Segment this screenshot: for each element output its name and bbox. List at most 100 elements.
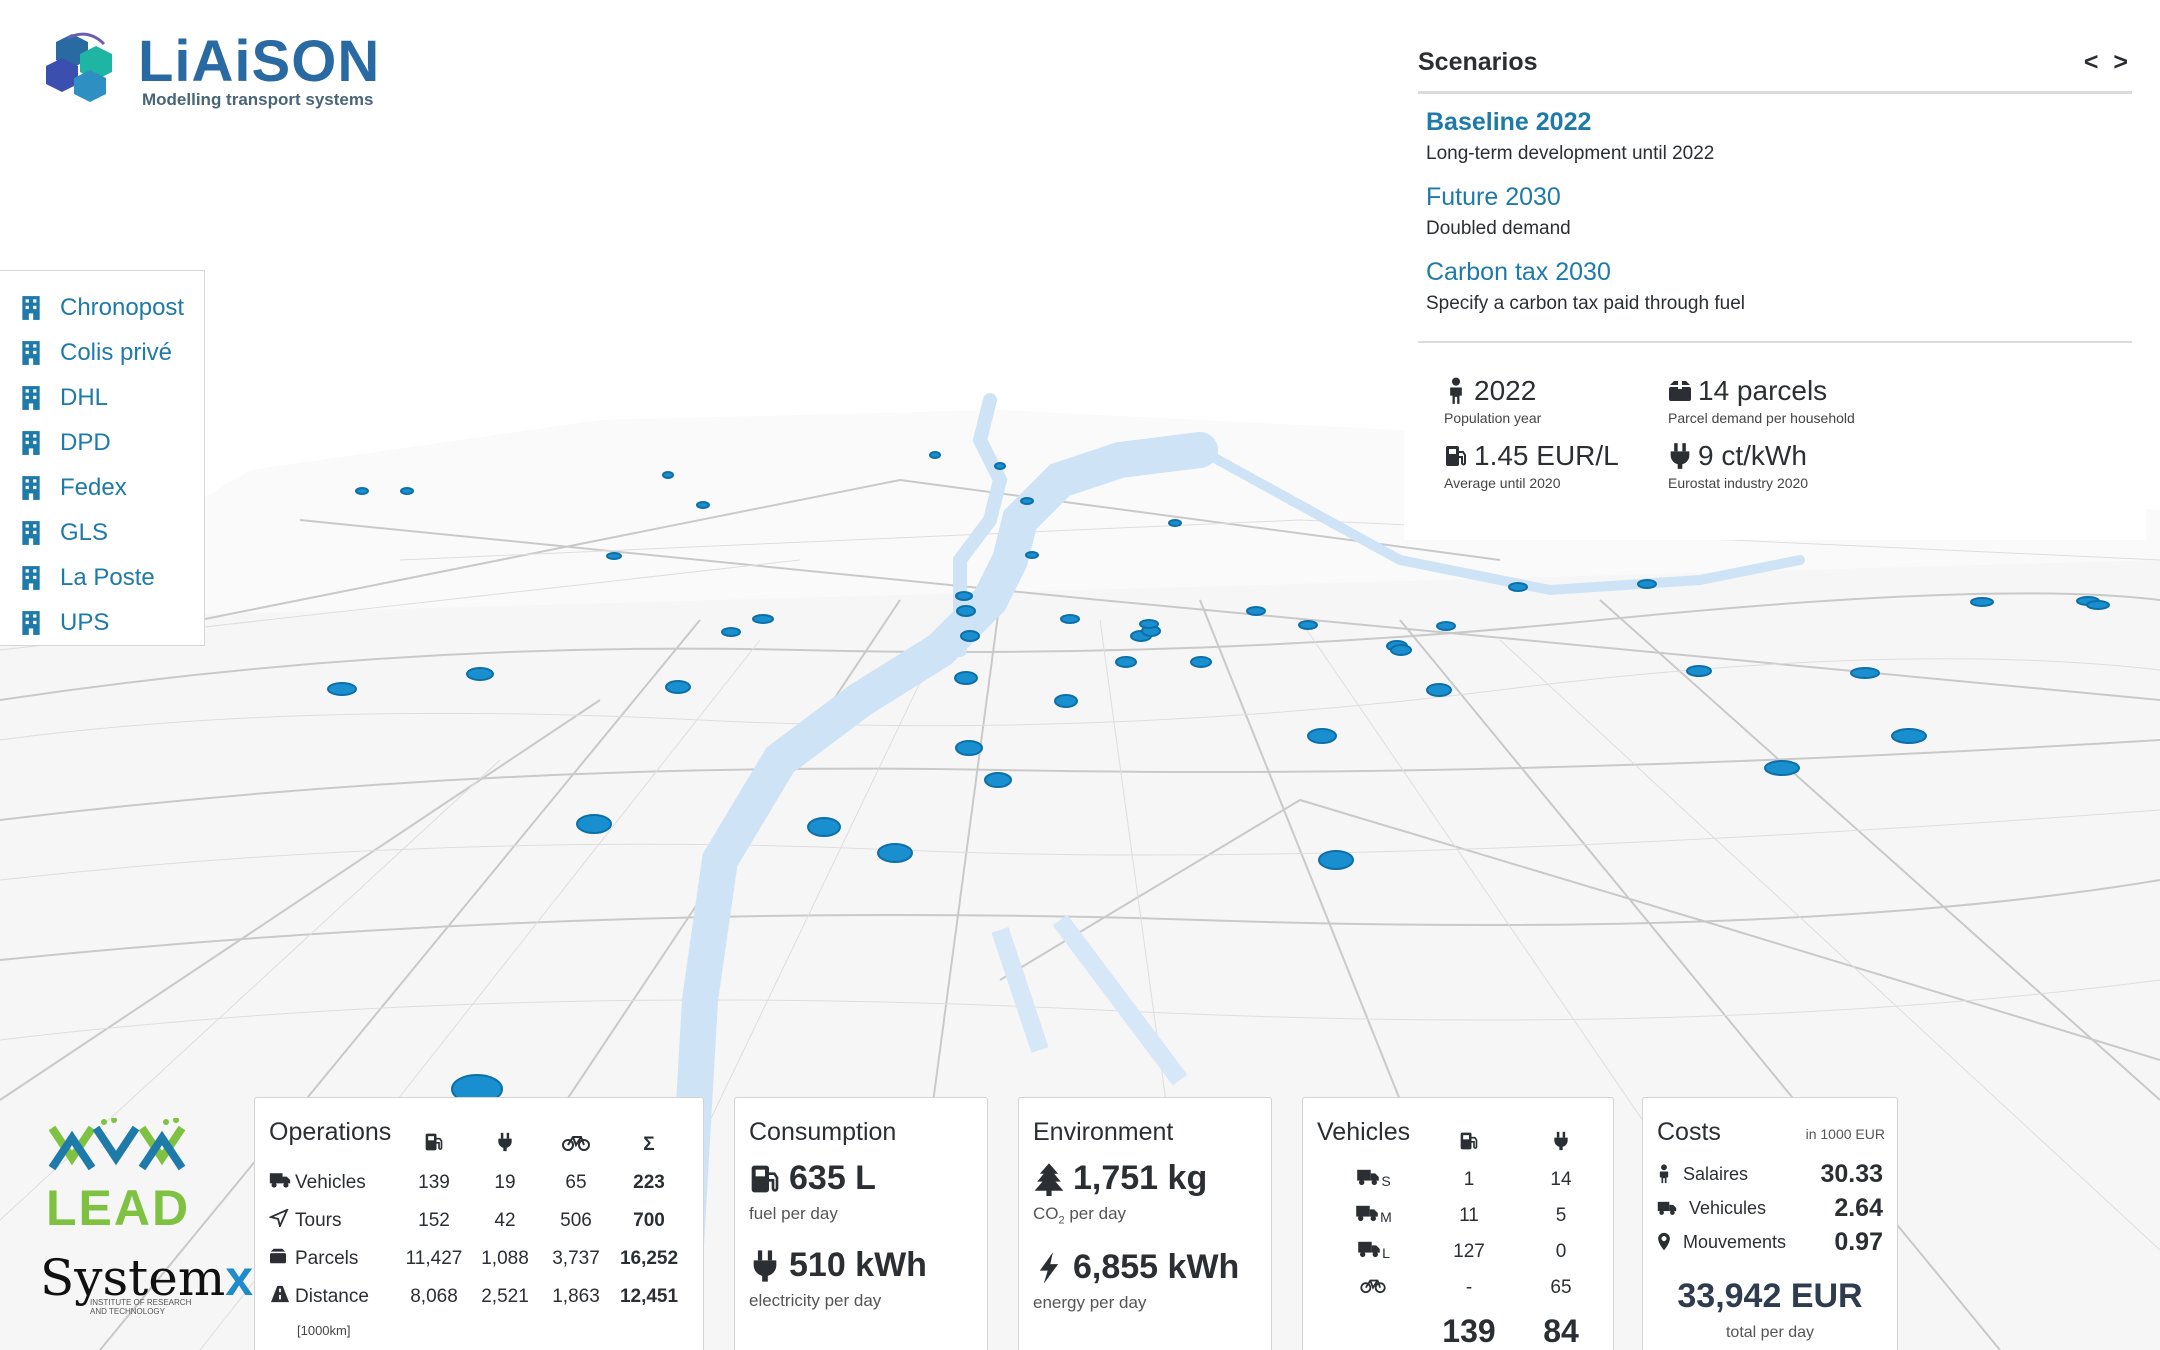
building-icon bbox=[22, 385, 40, 410]
road-icon bbox=[271, 1285, 289, 1303]
size-label: S bbox=[1381, 1173, 1391, 1189]
carrier-item-colis-prive[interactable]: Colis privé bbox=[0, 330, 204, 375]
carrier-item-fedex[interactable]: Fedex bbox=[0, 465, 204, 510]
lightning-icon bbox=[1039, 1252, 1059, 1284]
electricity-consumption-label: electricity per day bbox=[749, 1291, 882, 1310]
cost-total: 33,942 EUR bbox=[1677, 1277, 1863, 1315]
carrier-list: Chronopost Colis privé DHL DPD Fedex GLS… bbox=[0, 270, 205, 646]
param-population-value: 2022 bbox=[1474, 375, 1537, 406]
table-row: L 127 0 bbox=[1323, 1234, 1607, 1270]
systemx-text: System bbox=[40, 1249, 226, 1307]
param-fuel-value: 1.45 EUR/L bbox=[1474, 440, 1619, 471]
scenario-item-future-2030[interactable]: Future 2030 Doubled demand bbox=[1426, 183, 2132, 240]
scenario-name: Carbon tax 2030 bbox=[1426, 258, 1611, 286]
person-icon bbox=[1450, 377, 1462, 404]
building-icon bbox=[22, 520, 40, 545]
scenario-description: Doubled demand bbox=[1426, 218, 1571, 239]
systemx-subtitle: INSTITUTE OF RESEARCH AND TECHNOLOGY bbox=[90, 1298, 192, 1316]
scenario-description: Long-term development until 2022 bbox=[1426, 143, 1715, 164]
vehicles-table: S 1 14 M 11 5 L 127 0 - 65 139 84 bbox=[1323, 1126, 1607, 1350]
tree-icon bbox=[1034, 1162, 1064, 1196]
pin-icon bbox=[1658, 1232, 1670, 1251]
table-row: S 1 14 bbox=[1323, 1162, 1607, 1198]
building-icon bbox=[22, 565, 40, 590]
energy-label: energy per day bbox=[1033, 1293, 1147, 1313]
operations-table: Σ Vehicles 139 19 65 223 Tours 152 42 50… bbox=[268, 1126, 687, 1316]
fuel-consumption-value: 635 L bbox=[789, 1159, 876, 1197]
row-label: Vehicles bbox=[295, 1172, 366, 1194]
energy-value: 6,855 kWh bbox=[1073, 1248, 1240, 1287]
param-fuel-label: Average until 2020 bbox=[1444, 475, 1561, 491]
bicycle-icon bbox=[562, 1136, 590, 1151]
plug-icon bbox=[1554, 1131, 1568, 1151]
cell-electric: 14 bbox=[1550, 1169, 1572, 1190]
param-parcels-label: Parcel demand per household bbox=[1668, 410, 1855, 426]
lead-text: LEAD bbox=[46, 1180, 191, 1236]
param-electricity-value: 9 ct/kWh bbox=[1698, 440, 1807, 471]
carrier-item-la-poste[interactable]: La Poste bbox=[0, 555, 204, 600]
truck-small-icon bbox=[1357, 1169, 1380, 1186]
carrier-item-dpd[interactable]: DPD bbox=[0, 420, 204, 465]
table-row: Tours 152 42 506 700 bbox=[268, 1202, 687, 1240]
cost-label: Vehicules bbox=[1689, 1197, 1767, 1218]
table-row: Parcels 11,427 1,088 3,737 16,252 bbox=[269, 1240, 687, 1278]
cell-fuel: 8,068 bbox=[410, 1286, 458, 1307]
scenario-description: Specify a carbon tax paid through fuel bbox=[1426, 293, 1745, 314]
cost-label: Mouvements bbox=[1683, 1231, 1787, 1252]
operations-card: Operations Σ Vehicles 139 19 65 223 Tour… bbox=[254, 1097, 704, 1350]
cost-row-mouvements: Mouvements 0.97 bbox=[1657, 1225, 1883, 1259]
row-label: Parcels bbox=[295, 1248, 359, 1269]
scenario-nav-arrows[interactable]: < > bbox=[2083, 48, 2132, 76]
table-row: - 65 bbox=[1323, 1270, 1607, 1306]
cell-fuel: 11 bbox=[1459, 1205, 1479, 1226]
truck-icon bbox=[1657, 1201, 1677, 1215]
cell-fuel: 139 bbox=[418, 1172, 450, 1193]
box-icon bbox=[1669, 381, 1691, 401]
cost-value: 30.33 bbox=[1820, 1159, 1883, 1188]
cost-row-vehicules: Vehicules 2.64 bbox=[1657, 1191, 1883, 1225]
row-label: Tours bbox=[295, 1210, 342, 1232]
size-label: L bbox=[1382, 1245, 1390, 1261]
cell-electric: 19 bbox=[494, 1172, 516, 1193]
param-parcels-value: 14 parcels bbox=[1698, 375, 1828, 406]
param-parcels: 14 parcels Parcel demand per household bbox=[1668, 375, 1968, 426]
truck-medium-icon bbox=[1356, 1205, 1378, 1222]
param-electricity: 9 ct/kWh Eurostat industry 2020 bbox=[1668, 440, 1968, 491]
cost-total-label: total per day bbox=[1725, 1324, 1815, 1341]
scenario-item-baseline-2022[interactable]: Baseline 2022 Long-term development unti… bbox=[1426, 108, 2132, 165]
carrier-label: Colis privé bbox=[60, 338, 173, 366]
carrier-label: Chronopost bbox=[60, 293, 185, 321]
building-icon bbox=[22, 430, 40, 455]
electricity-consumption-value: 510 kWh bbox=[789, 1246, 927, 1284]
costs-title: Costs bbox=[1657, 1118, 1721, 1146]
param-population: 2022 Population year bbox=[1444, 375, 1668, 426]
bicycle-icon bbox=[1360, 1279, 1386, 1294]
carrier-item-gls[interactable]: GLS bbox=[0, 510, 204, 555]
carrier-item-dhl[interactable]: DHL bbox=[0, 375, 204, 420]
scenario-item-carbon-tax-2030[interactable]: Carbon tax 2030 Specify a carbon tax pai… bbox=[1426, 258, 2132, 315]
carrier-label: La Poste bbox=[60, 563, 155, 591]
carrier-item-chronopost[interactable]: Chronopost bbox=[0, 285, 204, 330]
cell-electric: 65 bbox=[1550, 1277, 1572, 1298]
param-electricity-label: Eurostat industry 2020 bbox=[1668, 475, 1809, 491]
scenarios-panel: Scenarios < > Baseline 2022 Long-term de… bbox=[1404, 30, 2146, 540]
consumption-card: Consumption 635 L fuel per day 510 kWh e… bbox=[734, 1097, 988, 1350]
carrier-label: UPS bbox=[60, 608, 110, 636]
co2-value: 1,751 kg bbox=[1073, 1159, 1208, 1197]
carrier-label: DHL bbox=[60, 383, 109, 411]
plug-icon bbox=[753, 1249, 777, 1282]
box-icon bbox=[270, 1248, 286, 1264]
size-label: M bbox=[1380, 1209, 1392, 1225]
carrier-label: GLS bbox=[60, 518, 109, 546]
cell-sum: 223 bbox=[633, 1172, 665, 1193]
cost-value: 0.97 bbox=[1834, 1227, 1883, 1256]
param-population-label: Population year bbox=[1444, 410, 1542, 426]
carrier-item-ups[interactable]: UPS bbox=[0, 600, 204, 645]
cost-row-salaires: Salaires 30.33 bbox=[1657, 1157, 1883, 1191]
systemx-x: x bbox=[225, 1250, 254, 1306]
lead-hexagon-icon bbox=[48, 1117, 186, 1171]
cell-fuel: 152 bbox=[418, 1210, 450, 1231]
scenario-list: Baseline 2022 Long-term development unti… bbox=[1418, 94, 2132, 343]
table-row: M 11 5 bbox=[1323, 1198, 1607, 1234]
cell-electric: 1,088 bbox=[481, 1248, 529, 1269]
